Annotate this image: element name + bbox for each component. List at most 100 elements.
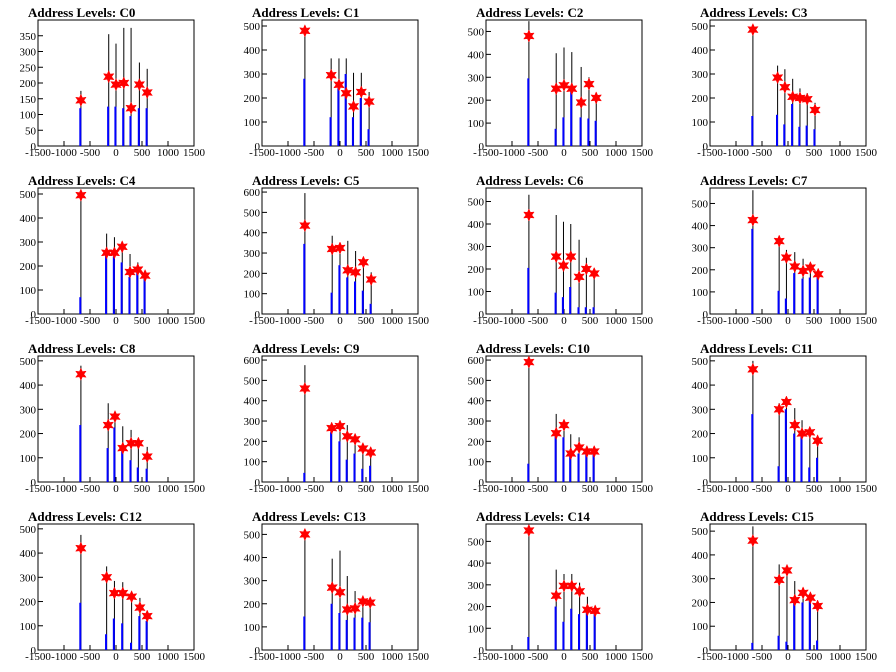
- x-tick-label: 0: [561, 483, 567, 495]
- red-star-marker: [794, 91, 806, 105]
- chart-panel: Address Levels: C9 0 100 200 300 400 500 600 -15…: [224, 336, 448, 504]
- y-tick-label: 100: [692, 117, 709, 129]
- chart-title: Address Levels: C1: [252, 5, 359, 20]
- chart-svg: Address Levels: C80100200300400500-1500-…: [20, 341, 206, 495]
- x-tick-label: 1500: [855, 147, 878, 159]
- x-tick-label: -1000: [275, 147, 301, 159]
- red-star-marker: [117, 441, 129, 455]
- x-tick-label: 1500: [407, 651, 430, 663]
- y-tick-label: 200: [20, 429, 37, 441]
- x-tick-label: -500: [304, 483, 325, 495]
- x-tick-label: 0: [337, 147, 343, 159]
- x-tick-label: -500: [80, 483, 101, 495]
- chart-svg: Address Levels: C70100200300400500-1500-…: [692, 173, 878, 327]
- red-star-marker: [334, 241, 346, 255]
- chart-svg: Address Levels: C15 0 100 200 300 400 500 -1500…: [692, 509, 878, 663]
- chart-svg: Address Levels: C11 0 100 200 300 400 500 -1500…: [692, 341, 878, 495]
- x-tick-label: -1000: [275, 483, 301, 495]
- red-star-marker: [573, 270, 585, 284]
- x-tick-label: -500: [528, 651, 549, 663]
- x-tick-label: 1000: [157, 483, 180, 495]
- red-star-marker: [747, 22, 759, 37]
- y-tick-label: 200: [244, 599, 261, 611]
- y-tick-label: 300: [244, 576, 261, 588]
- y-tick-label: 150: [20, 94, 37, 106]
- red-star-marker: [573, 584, 586, 598]
- chart-panel: Address Levels: C13 0 100 200 300 400 500 -1500…: [224, 504, 448, 672]
- red-star-marker: [100, 246, 113, 260]
- red-star-marker: [801, 92, 813, 106]
- y-tick-label: 100: [244, 117, 261, 129]
- x-tick-label: 500: [358, 147, 375, 159]
- chart-panel: Address Levels: C5 0 100 200 300 400 500 600 -15…: [224, 168, 448, 336]
- y-tick-label: 500: [244, 375, 261, 387]
- x-tick-label: 500: [134, 483, 151, 495]
- red-star-marker: [747, 213, 759, 227]
- y-tick-label: 200: [692, 93, 709, 105]
- y-tick-label: 100: [244, 289, 261, 301]
- red-star-marker: [134, 600, 146, 615]
- red-star-marker: [565, 446, 577, 461]
- y-tick-label: 200: [692, 597, 709, 609]
- chart-title: Address Levels: C6: [476, 173, 584, 188]
- x-tick-label: 0: [113, 147, 119, 159]
- chart-svg: Address Levels: C13 0 100 200 300 400 500 -1500…: [244, 509, 430, 663]
- red-star-marker: [75, 188, 87, 202]
- chart-panel: Address Levels: C15 0 100 200 300 400 500 -1500…: [672, 504, 896, 672]
- y-tick-label: 100: [468, 623, 485, 635]
- red-star-marker: [583, 77, 595, 91]
- x-tick-label: 500: [134, 147, 151, 159]
- x-tick-label: -500: [80, 651, 101, 663]
- red-star-marker: [349, 432, 361, 446]
- y-tick-label: 300: [468, 72, 485, 84]
- red-star-marker: [334, 419, 346, 433]
- red-star-marker: [333, 78, 345, 92]
- x-tick-label: -1500: [697, 147, 723, 159]
- red-star-marker: [771, 70, 784, 85]
- x-tick-label: 1000: [381, 483, 404, 495]
- y-tick-label: 300: [468, 416, 485, 428]
- y-tick-label: 100: [20, 285, 37, 297]
- x-tick-label: 500: [582, 483, 599, 495]
- chart-title: Address Levels: C15: [700, 509, 814, 524]
- red-star-marker: [773, 573, 785, 587]
- chart-title: Address Levels: C7: [700, 173, 808, 188]
- red-star-marker: [75, 541, 87, 555]
- red-star-marker: [581, 603, 594, 617]
- red-star-marker: [747, 533, 759, 548]
- y-tick-label: 100: [468, 457, 485, 469]
- chart-svg: Address Levels: C14 0 100 200 300 400 500 -1500…: [468, 509, 654, 663]
- red-star-marker: [589, 604, 601, 618]
- y-tick-label: 100: [692, 453, 709, 465]
- x-tick-label: 1500: [855, 315, 878, 327]
- y-tick-label: 0: [255, 309, 261, 321]
- y-tick-label: 200: [692, 265, 709, 277]
- red-star-marker: [804, 260, 817, 275]
- y-tick-label: 300: [468, 580, 485, 592]
- y-tick-label: 400: [692, 45, 709, 57]
- x-tick-label: -500: [752, 315, 773, 327]
- x-tick-label: 1500: [631, 483, 654, 495]
- red-star-marker: [811, 434, 824, 448]
- y-tick-label: 600: [244, 355, 261, 367]
- x-tick-label: 0: [785, 315, 791, 327]
- y-tick-label: 300: [244, 248, 261, 260]
- red-star-marker: [804, 425, 816, 439]
- y-tick-label: 400: [468, 49, 485, 61]
- y-tick-label: 300: [20, 47, 37, 59]
- red-star-marker: [780, 395, 793, 409]
- red-star-marker: [141, 609, 153, 623]
- x-tick-label: 1000: [381, 651, 404, 663]
- chart-title: Address Levels: C0: [28, 5, 135, 20]
- x-tick-label: 1000: [829, 483, 852, 495]
- y-tick-label: 0: [703, 309, 709, 321]
- y-tick-label: 0: [255, 645, 261, 657]
- x-tick-label: 0: [785, 651, 791, 663]
- red-star-marker: [558, 78, 570, 92]
- y-tick-label: 300: [20, 237, 37, 249]
- red-star-marker: [588, 266, 600, 281]
- red-star-marker: [523, 29, 535, 43]
- red-star-marker: [125, 436, 137, 450]
- y-tick-label: 500: [20, 524, 37, 536]
- red-star-marker: [573, 440, 585, 455]
